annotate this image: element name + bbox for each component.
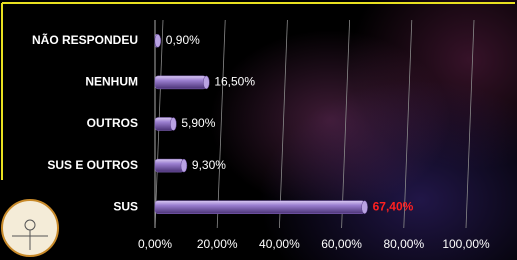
x-tick-label: 40,00%: [259, 237, 300, 251]
y-tick-label: NÃO RESPONDEU: [32, 32, 138, 47]
x-tick-label: 20,00%: [197, 237, 238, 251]
y-tick-label: NENHUM: [85, 75, 138, 89]
value-label: 9,30%: [192, 158, 226, 172]
x-tick-label: 60,00%: [321, 237, 362, 251]
value-label: 0,90%: [166, 33, 200, 47]
x-tick-label: 0,00%: [138, 237, 172, 251]
grid-line: [217, 20, 225, 228]
chart: 0,00% 20,00% 40,00% 60,00% 80,00% 100,00% NÃO …: [0, 0, 517, 260]
value-label: 16,50%: [214, 75, 255, 89]
logo: [2, 200, 58, 256]
grid-line: [279, 20, 287, 228]
grid-line: [342, 20, 350, 228]
bar-cap: [362, 201, 368, 214]
bar-cap: [155, 34, 161, 47]
y-tick-label: OUTROS: [87, 116, 138, 130]
bar: [155, 201, 365, 214]
bar: [155, 76, 206, 89]
bar: [155, 159, 184, 172]
value-label: 67,40%: [373, 199, 414, 213]
y-tick-label: SUS: [113, 199, 138, 213]
bar-cap: [181, 159, 187, 172]
screenshot: 0,00% 20,00% 40,00% 60,00% 80,00% 100,00% NÃO …: [0, 0, 517, 260]
value-label: 5,90%: [181, 116, 215, 130]
y-tick-label: SUS E OUTROS: [47, 158, 138, 172]
grid-line: [466, 20, 474, 228]
bar-cap: [170, 118, 176, 131]
grid-line: [404, 20, 412, 228]
x-tick-label: 100,00%: [442, 237, 490, 251]
x-tick-label: 80,00%: [383, 237, 424, 251]
bar-cap: [203, 76, 209, 89]
